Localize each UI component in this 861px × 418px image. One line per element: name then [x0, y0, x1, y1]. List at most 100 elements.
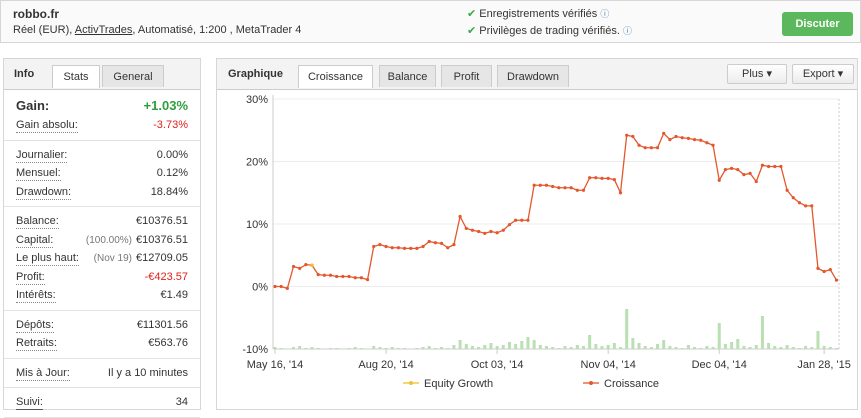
point [489, 229, 493, 234]
broker-link[interactable]: ActivTrades [74, 24, 133, 36]
point [353, 276, 357, 280]
volume-bar [298, 346, 302, 349]
volume-bar [279, 348, 283, 349]
stats-row: Capital: (100.00%) €10376.51 [16, 231, 188, 250]
point [335, 274, 339, 279]
legend-marker [589, 381, 593, 385]
stat-label: Drawdown: [16, 185, 72, 200]
volume-bar [446, 348, 450, 349]
volume-bar [619, 347, 623, 349]
volume-bar [822, 346, 826, 349]
stat-value: 34 [175, 396, 188, 408]
stat-label: Gain: [16, 98, 50, 113]
tab[interactable]: Drawdown [497, 65, 569, 87]
point [791, 196, 795, 200]
stats-row: Dépôts: €11301.56 [16, 316, 188, 335]
stats-row: Mis à Jour: Il y a 10 minutes [16, 364, 188, 383]
volume-bar [551, 347, 555, 349]
stat-value-wrap: 0.12% [157, 164, 188, 183]
volume-bar [464, 344, 468, 349]
stats-section: Gain: +1.03% Gain absolu: -3.73% [4, 90, 200, 141]
volume-bar [353, 347, 357, 349]
stat-value-wrap: Il y a 10 minutes [108, 364, 188, 383]
point [655, 146, 660, 150]
volume-bar [625, 309, 629, 349]
volume-bar [390, 347, 394, 349]
volume-bar [507, 342, 511, 349]
stat-value-wrap: €563.76 [148, 334, 188, 353]
point [501, 228, 505, 232]
point [452, 243, 456, 247]
tab[interactable]: Stats [52, 65, 100, 88]
point [322, 273, 326, 277]
y-tick-label: -10% [242, 344, 268, 356]
stats-section: Dépôts: €11301.56 Retraits: €563.76 [4, 311, 200, 359]
stat-value-wrap: -€423.57 [145, 268, 188, 287]
stats-tabbar: Info Stats General [4, 59, 200, 90]
point [396, 246, 400, 250]
point [717, 178, 721, 182]
volume-bar [569, 347, 573, 349]
point [477, 229, 481, 234]
y-tick-label: 0% [252, 282, 268, 294]
point [822, 269, 826, 274]
menu-button[interactable]: Export ▾ [792, 64, 854, 84]
volume-bar [440, 347, 444, 349]
stat-label: Le plus haut: [16, 252, 79, 266]
volume-bar [372, 346, 376, 349]
volume-bar [501, 345, 505, 349]
point [359, 276, 363, 280]
point [439, 241, 444, 245]
x-tick-label: Dec 04, '14 [692, 359, 747, 371]
point [674, 134, 678, 139]
chat-button[interactable]: Discuter [782, 12, 853, 36]
point [680, 136, 684, 140]
volume-bar [754, 345, 758, 349]
volume-bar [433, 348, 437, 349]
legend-marker [409, 381, 413, 385]
point [723, 168, 728, 172]
stat-value: Il y a 10 minutes [107, 366, 188, 379]
volume-bar [452, 345, 456, 349]
stat-label: Capital: [16, 233, 54, 248]
point [649, 146, 653, 150]
volume-bar [415, 348, 419, 349]
point [421, 244, 425, 249]
volume-bar [538, 345, 542, 349]
check: ✔ Privilèges de trading vérifiés. ⓘ [467, 25, 632, 37]
volume-bar [403, 348, 407, 349]
volume-bar [668, 346, 672, 349]
volume-bar [699, 348, 703, 349]
volume-bar [470, 346, 474, 349]
point [563, 186, 567, 190]
tab[interactable]: Profit [441, 65, 492, 87]
point [625, 133, 629, 137]
point [748, 171, 752, 175]
volume-bar [612, 343, 616, 349]
point [328, 273, 333, 277]
point [810, 204, 814, 208]
stats-row: Balance: €10376.51 [16, 212, 188, 231]
header: robbo.fr Réel (EUR), ActivTrades, Automa… [0, 0, 861, 43]
point [273, 284, 277, 289]
check-text: Privilèges de trading vérifiés. [479, 25, 620, 37]
volume-bar [575, 345, 579, 349]
volume-bar [760, 316, 764, 349]
tab[interactable]: Croissance [298, 65, 373, 88]
point [304, 263, 308, 267]
stats-row: Profit: -€423.57 [16, 268, 188, 287]
tab[interactable]: Balance [379, 65, 436, 87]
volume-bar [427, 346, 431, 349]
tab[interactable]: General [102, 65, 164, 87]
volume-bar [686, 345, 690, 349]
point [538, 183, 542, 187]
menu-button[interactable]: Plus ▾ [727, 64, 787, 84]
point [600, 176, 604, 180]
legend-label: Equity Growth [424, 378, 493, 390]
stat-value: €12709.05 [136, 252, 188, 264]
volume-bar [816, 331, 820, 349]
point [834, 278, 839, 282]
volume-bar [791, 347, 795, 349]
volume-bar [730, 342, 734, 349]
volume-bar [594, 344, 598, 349]
